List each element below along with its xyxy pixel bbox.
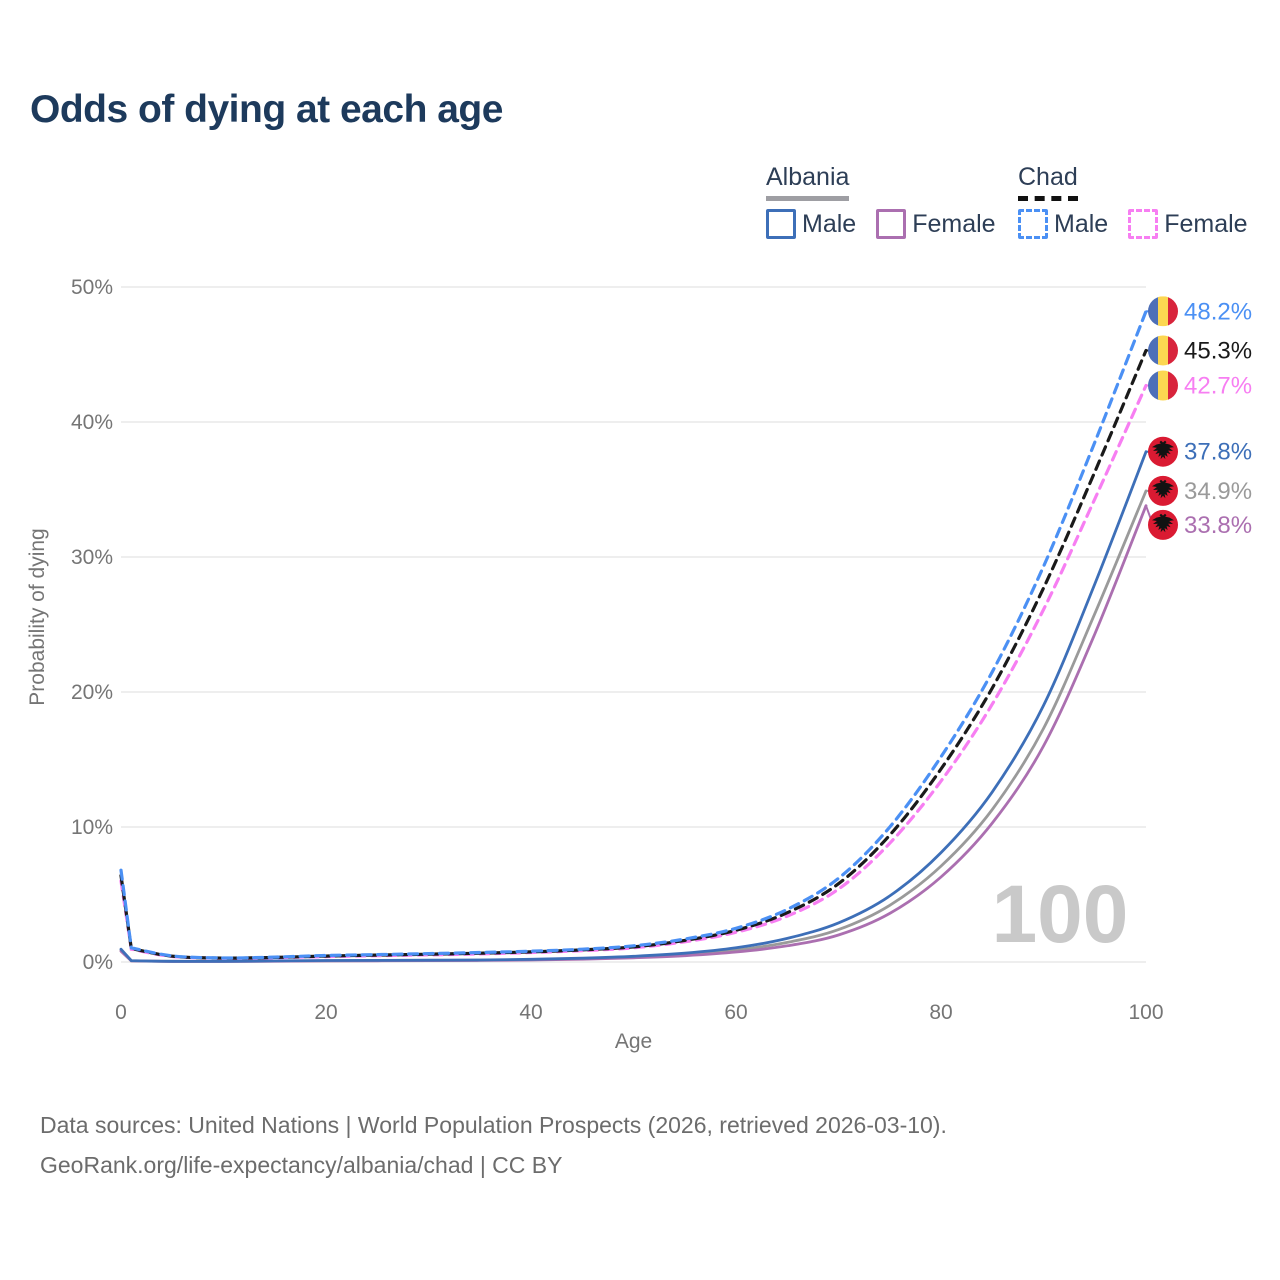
footer-attribution-link[interactable]: GeoRank.org/life-expectancy/albania/chad…: [40, 1152, 563, 1178]
legend-item-chad-male[interactable]: Male: [1018, 209, 1108, 239]
albania-female-swatch-icon: [876, 209, 907, 239]
x-axis-title: Age: [615, 1030, 652, 1053]
end-value-label: 34.9%: [1184, 478, 1252, 505]
x-tick-label: 100: [1128, 1001, 1163, 1024]
albania-eagle-icon: [1152, 513, 1174, 533]
chad-female-swatch-icon: [1128, 209, 1159, 239]
legend-albania-female-label: Female: [912, 209, 996, 238]
x-tick-label: 0: [115, 1001, 127, 1024]
legend-albania-male-label: Male: [802, 209, 857, 238]
chad-flag-icon: [1148, 370, 1178, 401]
legend-group-chad: Chad Male Female: [1018, 163, 1248, 239]
legend: Albania Male Female Chad Male Female: [0, 163, 1280, 243]
end-value-label: 37.8%: [1184, 439, 1252, 466]
y-tick-label: 10%: [71, 816, 113, 839]
line-chad-male[interactable]: [119, 309, 1148, 960]
y-tick-label: 40%: [71, 411, 113, 434]
end-value-label: 45.3%: [1184, 337, 1252, 364]
x-tick-label: 20: [314, 1001, 337, 1024]
legend-chad-male-label: Male: [1054, 209, 1109, 238]
y-tick-label: 30%: [71, 546, 113, 569]
legend-item-chad-female[interactable]: Female: [1128, 209, 1248, 239]
footer-sources: Data sources: United Nations | World Pop…: [40, 1112, 947, 1138]
legend-chad-female-label: Female: [1164, 209, 1248, 238]
y-axis-title: Probability of dying: [26, 528, 49, 705]
footer: Data sources: United Nations | World Pop…: [40, 1105, 1240, 1185]
albania-eagle-icon: [1152, 440, 1174, 460]
end-value-label: 42.7%: [1184, 373, 1252, 400]
legend-country-albania[interactable]: Albania: [766, 163, 850, 201]
age-watermark: 100: [992, 869, 1129, 960]
legend-country-chad[interactable]: Chad: [1018, 163, 1078, 201]
albania-male-swatch-icon: [766, 209, 796, 239]
chad-flag-icon: [1148, 296, 1178, 327]
legend-item-albania-male[interactable]: Male: [766, 209, 856, 239]
y-tick-label: 50%: [71, 276, 113, 299]
end-value-label: 33.8%: [1184, 512, 1252, 539]
legend-group-albania: Albania Male Female: [766, 163, 996, 239]
albania-eagle-icon: [1152, 479, 1174, 499]
x-tick-label: 40: [519, 1001, 542, 1024]
legend-item-albania-female[interactable]: Female: [876, 209, 996, 239]
line-albania-male[interactable]: [119, 450, 1148, 963]
end-value-label: 48.2%: [1184, 298, 1252, 325]
x-tick-label: 60: [724, 1001, 747, 1024]
y-tick-label: 20%: [71, 681, 113, 704]
page-title: Odds of dying at each age: [30, 88, 503, 131]
y-tick-label: 0%: [83, 951, 113, 974]
x-tick-label: 80: [929, 1001, 952, 1024]
chad-male-swatch-icon: [1018, 209, 1048, 239]
line-chad-all[interactable]: [119, 348, 1148, 960]
chad-flag-icon: [1148, 335, 1178, 366]
